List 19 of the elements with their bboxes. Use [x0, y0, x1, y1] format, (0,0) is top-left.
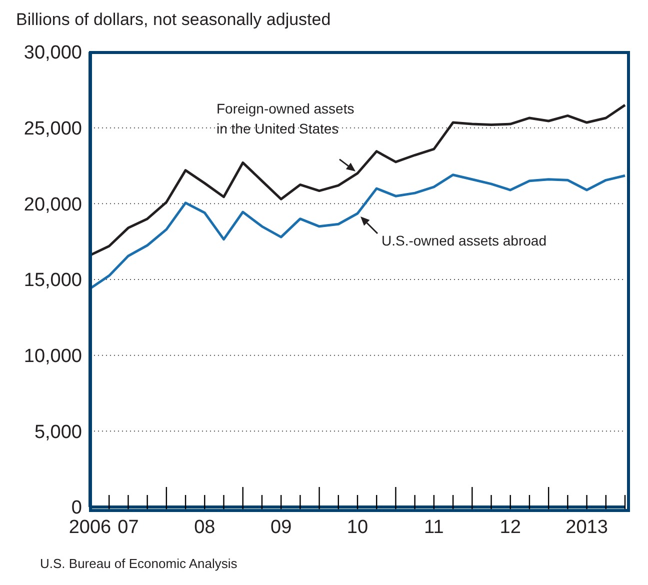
x-tick-label: 2013	[566, 517, 608, 538]
text: U.S. Bureau of Economic Analysis	[40, 556, 238, 571]
annotation: U.S.-owned assets abroad	[382, 232, 546, 249]
x-tick-label: 10	[346, 517, 368, 538]
x-tick-label: 07	[118, 517, 139, 538]
x-tick-label: 09	[270, 517, 292, 538]
y-axis-title: Billions of dollars, not seasonally adjusted	[16, 10, 331, 30]
y-tick-label: 5,000	[34, 422, 82, 443]
y-tick-label: 10,000	[24, 346, 82, 368]
y-tick-label: 0	[71, 498, 82, 519]
annotation: Foreign-owned assets in the United States	[216, 100, 354, 136]
y-tick-label: 15,000	[24, 270, 82, 292]
x-tick-label: 2006	[68, 517, 112, 538]
y-tick-label: 20,000	[24, 194, 82, 216]
x-tick-label: 08	[194, 517, 216, 538]
x-tick-label: 12	[500, 517, 521, 538]
y-tick-label: 30,000	[24, 42, 82, 64]
y-tick-label: 25,000	[24, 118, 82, 140]
x-tick-label: 11	[424, 517, 444, 538]
